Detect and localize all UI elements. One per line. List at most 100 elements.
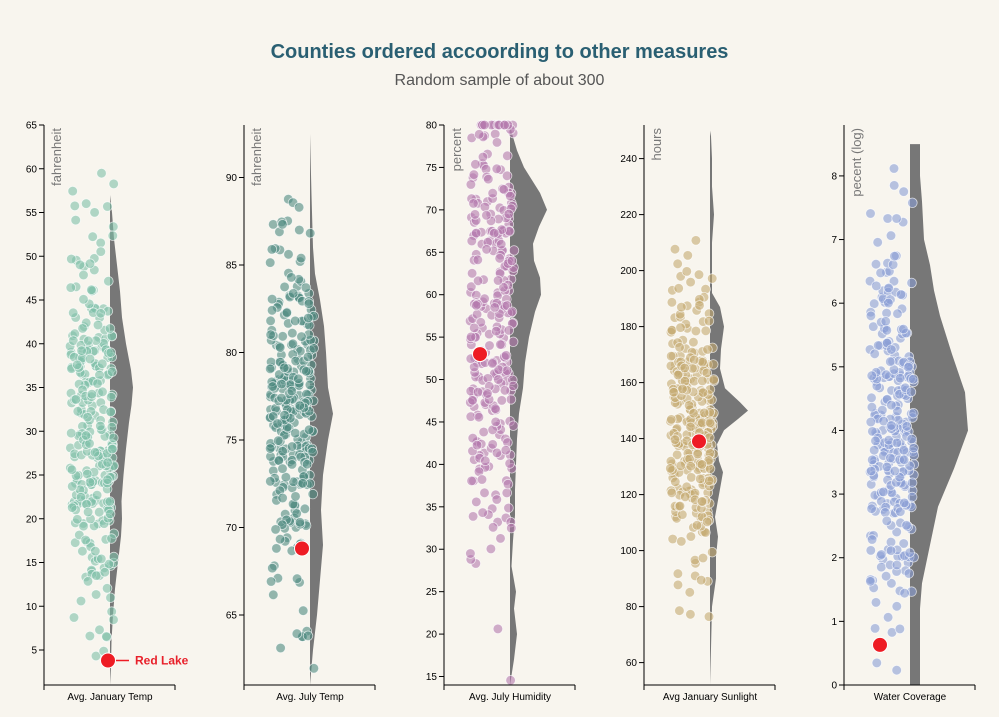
data-point [674, 342, 685, 353]
data-point [508, 380, 519, 392]
data-point [895, 289, 907, 300]
y-tick: 220 [620, 210, 644, 221]
data-point [690, 235, 702, 246]
data-point [75, 491, 87, 503]
y-tick-label: 4 [831, 426, 837, 437]
data-point [885, 545, 897, 556]
data-point [288, 288, 299, 299]
y-tick-label: 20 [426, 630, 438, 641]
data-points [264, 193, 320, 674]
data-point [866, 534, 878, 545]
density-shape [310, 133, 333, 686]
data-point [275, 642, 286, 654]
data-point [70, 214, 81, 226]
data-point [906, 433, 917, 445]
data-point [670, 476, 681, 488]
data-point [300, 282, 312, 293]
data-point [493, 374, 504, 385]
y-tick-label: 30 [26, 427, 38, 438]
data-point [886, 578, 897, 589]
data-point [301, 366, 312, 377]
data-point [287, 327, 298, 339]
data-point [466, 268, 478, 279]
data-point [882, 612, 894, 623]
data-point [870, 259, 882, 270]
data-point [295, 253, 307, 264]
data-point [703, 611, 715, 622]
y-tick: 25 [26, 471, 44, 482]
chart-title: Counties ordered accoording to other mea… [270, 41, 729, 63]
data-point [65, 282, 77, 293]
data-point [279, 362, 290, 374]
x-axis-label: Avg. July Temp [276, 692, 344, 703]
y-tick: 45 [26, 296, 44, 307]
y-tick: 180 [620, 322, 644, 333]
data-point [901, 520, 912, 531]
data-point [69, 200, 81, 212]
data-point [697, 375, 708, 387]
data-point [304, 379, 316, 391]
data-point [477, 151, 489, 163]
y-tick-label: 60 [426, 290, 438, 301]
data-point [491, 494, 503, 505]
data-point [105, 347, 117, 358]
data-point [870, 435, 881, 447]
data-point [696, 459, 708, 470]
data-point [485, 543, 497, 555]
data-point [484, 340, 495, 351]
data-point [673, 283, 684, 294]
data-point [487, 439, 498, 450]
data-point [89, 447, 101, 458]
y-unit-label: percent [449, 128, 464, 172]
y-tick-label: 85 [226, 261, 238, 272]
panel-3: 15 20 25 30 35 40 45 50 55 60 65 70 75 80 percent Avg. … [426, 119, 576, 703]
data-point [869, 445, 880, 456]
y-tick-label: 7 [831, 235, 837, 246]
y-tick-label: 80 [226, 348, 238, 359]
data-point [90, 545, 101, 557]
data-point [668, 387, 679, 398]
y-tick-label: 6 [831, 299, 837, 310]
data-point [106, 422, 118, 433]
data-point [491, 325, 502, 337]
data-point [468, 169, 480, 180]
y-tick: 80 [226, 348, 244, 359]
data-point [702, 344, 713, 355]
data-point [886, 344, 897, 355]
data-point [489, 302, 500, 313]
y-tick-label: 180 [620, 322, 637, 333]
data-point [866, 370, 878, 381]
data-point [694, 300, 705, 311]
data-point [666, 297, 678, 308]
data-point [875, 267, 886, 279]
data-point [294, 517, 306, 528]
y-tick: 100 [620, 546, 644, 557]
y-tick: 70 [226, 523, 244, 534]
data-point [677, 383, 688, 395]
density-shape [710, 130, 748, 686]
data-point [106, 366, 118, 378]
y-tick-label: 45 [426, 417, 438, 428]
data-point [67, 185, 78, 197]
data-point [898, 538, 909, 549]
data-point [293, 373, 304, 385]
data-point [92, 378, 103, 389]
data-point [265, 476, 276, 487]
data-point [868, 321, 879, 332]
y-tick: 60 [26, 164, 44, 175]
data-point [481, 210, 492, 221]
data-point [103, 558, 115, 570]
data-point [871, 657, 883, 669]
y-tick: 2 [831, 553, 844, 564]
data-point [867, 454, 878, 466]
data-point [688, 408, 699, 419]
data-point [275, 342, 286, 353]
data-point [908, 374, 919, 385]
y-tick-label: 80 [626, 602, 638, 613]
data-point [482, 388, 493, 399]
data-point [498, 282, 509, 293]
data-point [287, 338, 299, 350]
data-point [672, 579, 684, 591]
data-point [65, 427, 77, 439]
data-point [301, 459, 313, 470]
